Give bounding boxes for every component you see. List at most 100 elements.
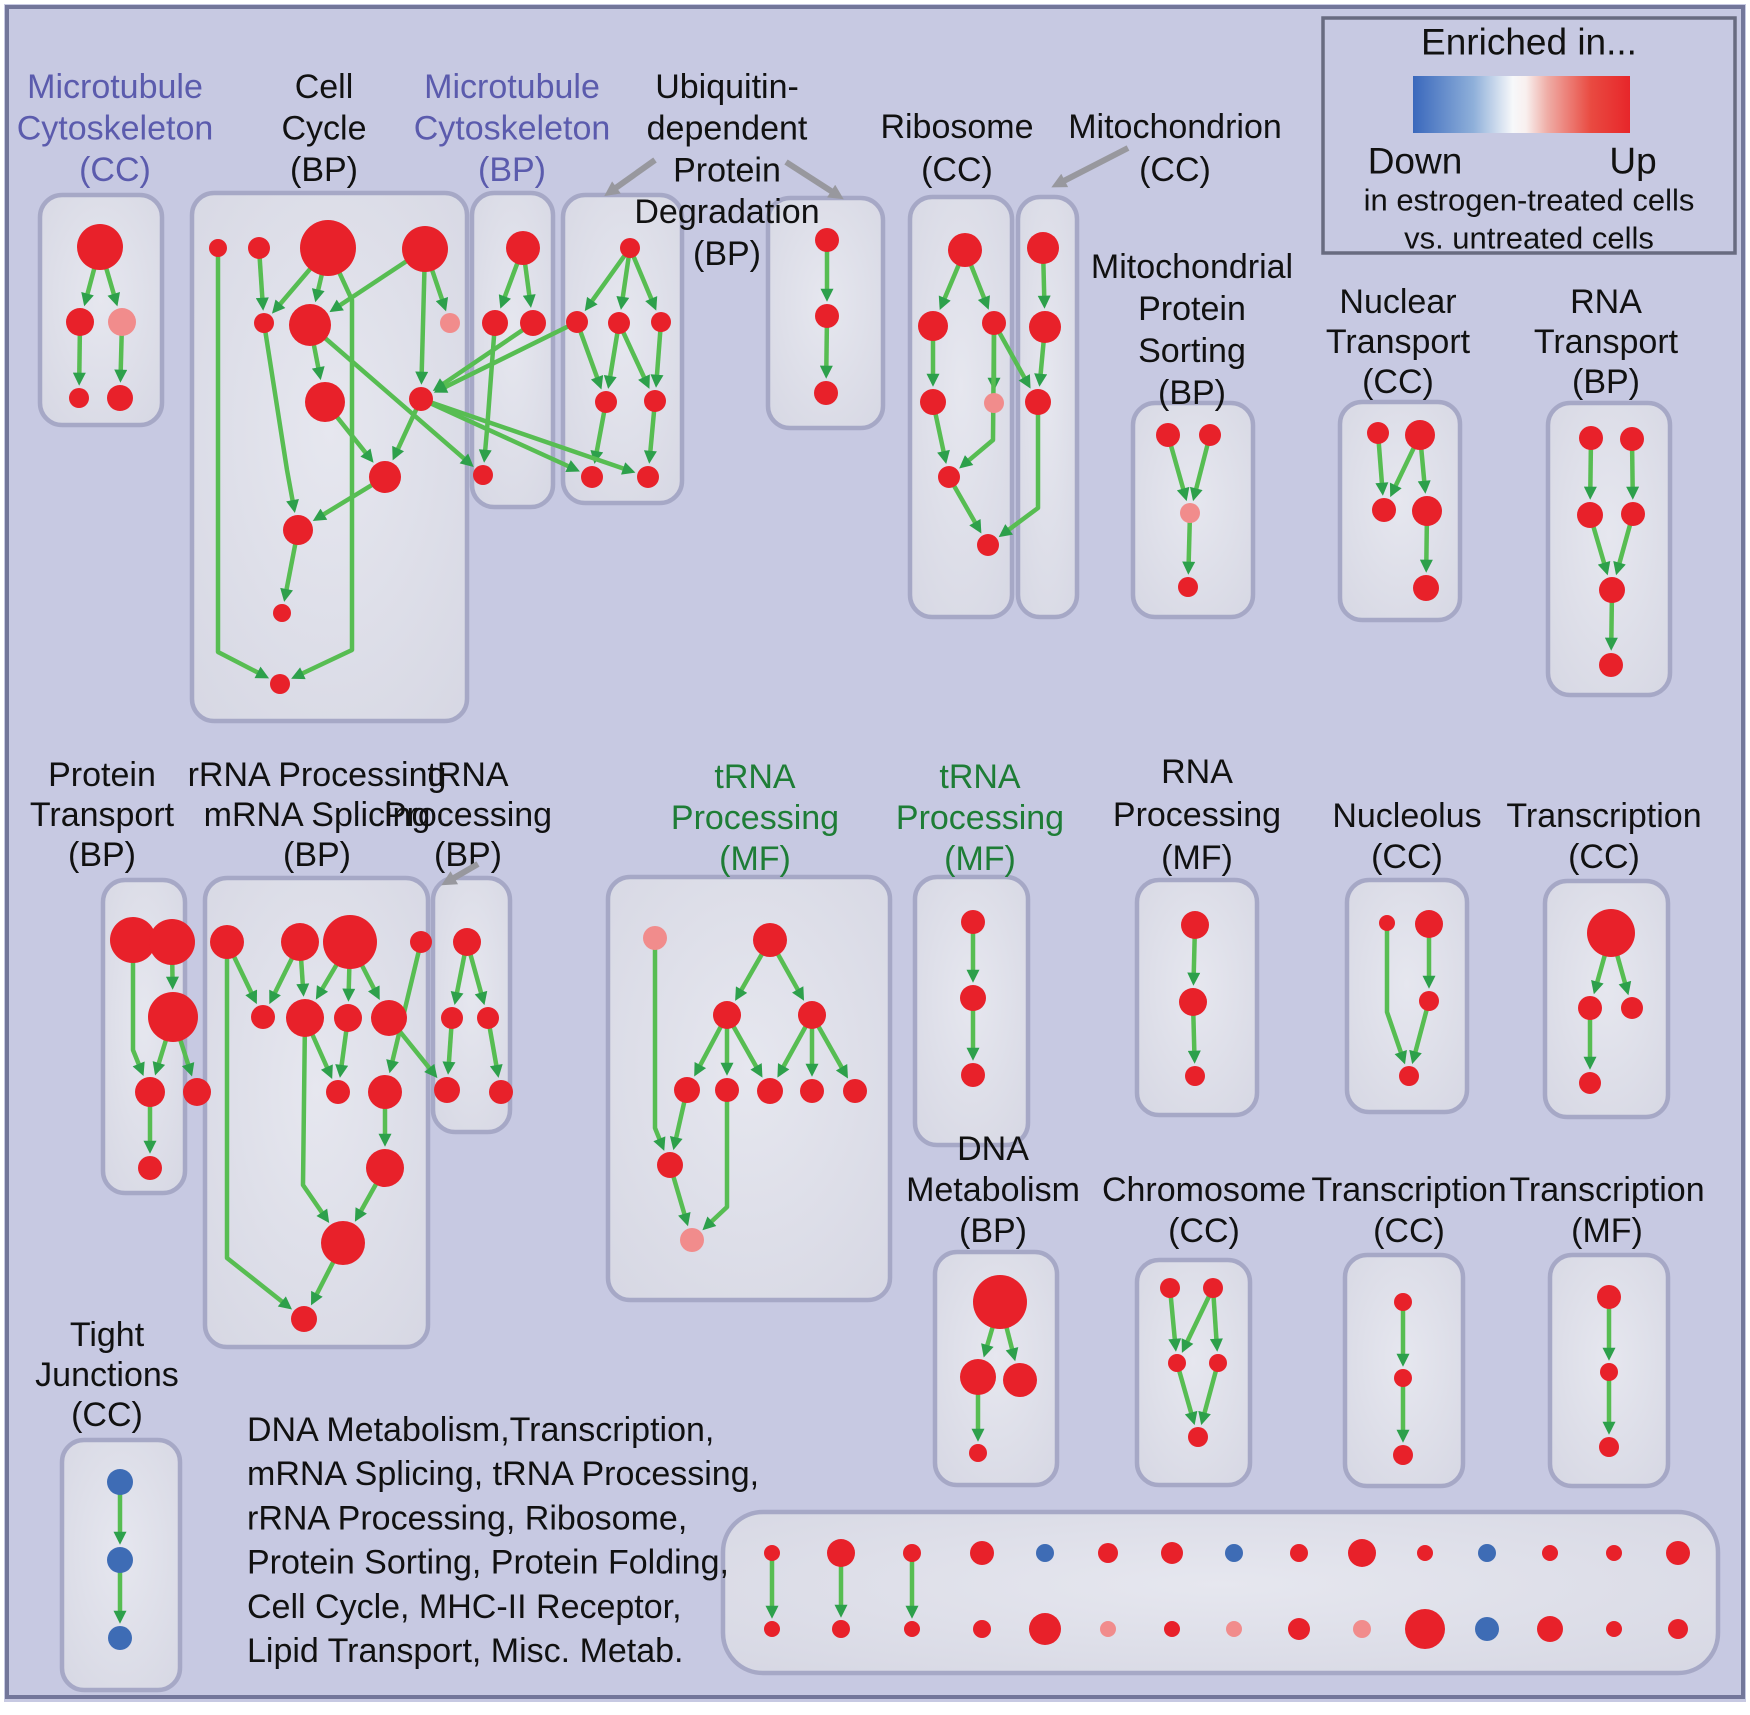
edge-arrow	[291, 247, 355, 680]
node	[138, 1156, 162, 1180]
node	[283, 515, 313, 545]
node	[1405, 420, 1435, 450]
node	[482, 310, 508, 336]
transcription-cc-bottom-label: (CC)	[1373, 1212, 1445, 1250]
edge-arrow	[308, 323, 474, 467]
node	[1475, 1617, 1499, 1641]
edge-arrow	[420, 396, 636, 475]
node	[441, 1007, 463, 1029]
protein-transport-bp-label: Transport	[30, 796, 175, 834]
node	[1621, 502, 1645, 526]
node	[286, 999, 324, 1037]
node	[291, 1306, 317, 1332]
edge-arrow	[261, 322, 299, 513]
transcription-mf-label: Transcription	[1509, 1171, 1704, 1209]
node	[273, 604, 291, 622]
node	[973, 1620, 991, 1638]
pointer-arrow	[784, 159, 844, 200]
node	[713, 1001, 741, 1029]
node	[289, 304, 331, 346]
node	[107, 1547, 133, 1573]
node	[1003, 1363, 1037, 1397]
node	[1417, 1545, 1433, 1561]
transcription-cc-middle-label: Transcription	[1506, 797, 1701, 835]
node	[674, 1077, 700, 1103]
mitochondrion-cc-label: (CC)	[1139, 151, 1211, 189]
node	[982, 311, 1006, 335]
ubiquitin-degradation-bp-label: dependent	[647, 110, 808, 148]
node	[77, 224, 123, 270]
node	[644, 390, 666, 412]
node	[651, 312, 671, 332]
dna-metabolism-bp-label: Metabolism	[906, 1171, 1080, 1209]
node	[473, 465, 493, 485]
node	[595, 391, 617, 413]
rna-transport-bp-label: RNA	[1570, 283, 1642, 321]
node	[960, 985, 986, 1011]
node	[366, 1149, 404, 1187]
mitochondrial-protein-sorting-bp-label: Sorting	[1138, 332, 1246, 370]
node	[608, 312, 630, 334]
node	[248, 237, 270, 259]
node	[1620, 427, 1644, 451]
misc-text-line: Protein Sorting, Protein Folding,	[247, 1544, 729, 1582]
tight-junctions-cc-label: (CC)	[71, 1396, 143, 1434]
trna-processing-mf-large-label: Processing	[671, 799, 839, 837]
node	[1606, 1621, 1622, 1637]
misc-text-line: Cell Cycle, MHC-II Receptor,	[247, 1588, 682, 1626]
tight-junctions-cc-label: Tight	[70, 1316, 145, 1354]
node	[1290, 1544, 1308, 1562]
node	[1225, 1544, 1243, 1562]
ubiquitin-degradation-bp-label: Ubiquitin-	[655, 68, 799, 106]
rna-transport-bp-label: Transport	[1534, 323, 1679, 361]
node	[1579, 426, 1603, 450]
node	[368, 1075, 402, 1109]
node	[961, 1063, 985, 1087]
dna-metabolism-bp-label: DNA	[957, 1130, 1029, 1168]
cluster-box-chromosome-cc	[1134, 1257, 1253, 1488]
node	[764, 1621, 780, 1637]
misc-text-line: rRNA Processing, Ribosome,	[247, 1499, 687, 1537]
cluster-box-nucleolus-cc	[1344, 877, 1470, 1115]
protein-transport-bp-label: Protein	[48, 756, 156, 794]
node	[434, 1077, 460, 1103]
node	[938, 466, 960, 488]
node	[1542, 1545, 1558, 1561]
node	[1379, 915, 1395, 931]
edge-arrow	[959, 322, 997, 469]
trna-processing-mf-small-label: (MF)	[944, 840, 1016, 878]
node	[1578, 996, 1602, 1020]
edge-arrow	[652, 938, 666, 1151]
transcription-cc-middle-label: (CC)	[1568, 838, 1640, 876]
legend-box	[1321, 16, 1737, 255]
node	[1399, 1066, 1419, 1086]
node	[1372, 498, 1396, 522]
node	[1161, 1542, 1183, 1564]
node	[1353, 1620, 1371, 1638]
nuclear-transport-cc-label: Nuclear	[1339, 283, 1456, 321]
microtubule-cytoskeleton-cc-label: Cytoskeleton	[17, 110, 214, 148]
node	[1226, 1621, 1242, 1637]
legend-down-label: Down	[1368, 141, 1463, 182]
legend-subtitle-2: vs. untreated cells	[1404, 221, 1654, 256]
node	[402, 226, 448, 272]
node	[814, 381, 838, 405]
node	[107, 385, 133, 411]
trna-processing-mf-small-label: Processing	[896, 799, 1064, 837]
edge-arrow	[998, 402, 1041, 538]
node	[1168, 1354, 1186, 1372]
node	[637, 466, 659, 488]
node	[1348, 1539, 1376, 1567]
node	[1600, 1363, 1618, 1381]
node	[753, 923, 787, 957]
node	[369, 461, 401, 493]
node	[904, 1621, 920, 1637]
node	[1029, 311, 1061, 343]
node	[1419, 991, 1439, 1011]
node	[960, 1359, 996, 1395]
trna-processing-mf-small-label: tRNA	[939, 758, 1021, 796]
trna-processing-bp-label: Processing	[384, 796, 552, 834]
node	[477, 1007, 499, 1029]
trna-processing-mf-large-label: tRNA	[714, 758, 796, 796]
